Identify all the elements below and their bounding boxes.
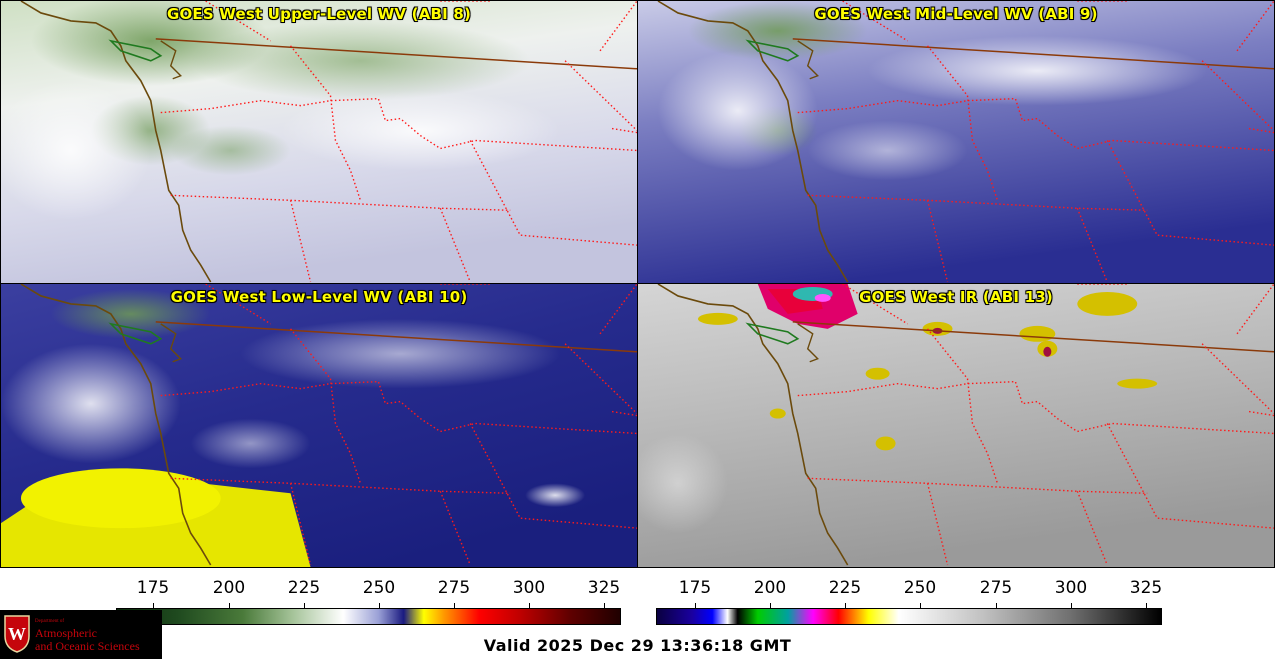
mid-level-wv-map <box>638 1 1274 283</box>
upper-level-wv-map <box>1 1 637 283</box>
ir-colorbar <box>656 608 1162 625</box>
ir-tick-label: 275 <box>979 578 1013 598</box>
wv-tick-label: 300 <box>512 578 546 598</box>
logo-line2: and Oceanic Sciences <box>35 639 140 653</box>
valid-time: Valid 2025 Dec 29 13:36:18 GMT <box>483 636 792 655</box>
wv-tick-label: 175 <box>136 578 170 598</box>
aos-logo: W Department of Atmospheric and Oceanic … <box>0 610 162 659</box>
logo-dept-text: Department of <box>35 619 65 624</box>
ir-tick-label: 200 <box>753 578 787 598</box>
ir-tick-label: 300 <box>1054 578 1088 598</box>
ir-tick-label: 175 <box>678 578 712 598</box>
ir-tick-label: 225 <box>828 578 862 598</box>
ir-tick-label: 250 <box>903 578 937 598</box>
ir-panel: GOES West IR (ABI 13) <box>637 283 1275 568</box>
ir-tick-label: 325 <box>1129 578 1163 598</box>
logo-line1: Atmospheric <box>35 626 97 640</box>
wv-colorbar <box>116 608 621 625</box>
low-level-wv-panel: GOES West Low-Level WV (ABI 10) <box>0 283 638 568</box>
wv-tick-label: 275 <box>437 578 471 598</box>
upper-level-wv-panel: GOES West Upper-Level WV (ABI 8) <box>0 0 638 284</box>
wv-tick-label: 325 <box>587 578 621 598</box>
ir-map <box>638 284 1274 567</box>
wv-tick-label: 200 <box>212 578 246 598</box>
svg-text:W: W <box>8 624 26 644</box>
uw-seal-icon: W <box>4 615 30 653</box>
wv-tick-label: 250 <box>362 578 396 598</box>
low-level-wv-map <box>1 284 637 567</box>
wv-tick-label: 225 <box>287 578 321 598</box>
mid-level-wv-panel: GOES West Mid-Level WV (ABI 9) <box>637 0 1275 284</box>
